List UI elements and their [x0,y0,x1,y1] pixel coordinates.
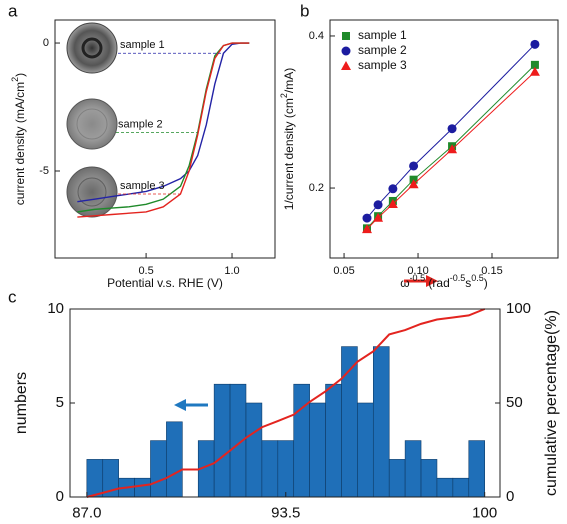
x-tick-label: 100 [472,504,497,521]
superscript: -0.5 [410,273,426,283]
x-tick-label: 0.15 [481,265,502,277]
marker [447,124,457,134]
x-tick-label: 0.05 [333,265,354,277]
bar [86,459,104,498]
y-tick-label: 0 [43,37,49,49]
marker [530,60,539,69]
y-tick-label: 10 [47,300,64,317]
marker [409,161,419,171]
superscript: -0.5 [450,273,466,283]
label-part: 1/current density (cm [282,98,296,210]
sample-photo [66,166,118,218]
y-tick-label: 0.2 [309,182,324,194]
legend-label: sample 3 [358,58,407,72]
x-tick-label: 0.5 [138,265,153,277]
marker [388,184,398,194]
bar [452,477,470,498]
marker [373,212,384,222]
label-part: /mA) [282,68,296,93]
legend-marker [341,61,351,70]
bar [166,421,183,498]
bar [388,459,406,498]
label-part: current density (mA/cm [13,82,27,205]
superscript: 0.5 [471,273,484,283]
x-axis-label: Potential v.s. RHE (V) [107,276,223,290]
bar [436,477,454,498]
annotation: sample 1 [120,39,165,51]
panel-label: a [8,1,18,20]
plot-frame [54,19,276,259]
bar [245,402,263,498]
sample-photo-detail [76,108,108,140]
annotation: sample 2 [118,119,163,131]
bar [293,383,310,498]
y2-tick-label: 100 [506,300,531,317]
label-part: ) [484,276,488,290]
marker [530,39,540,49]
bar [261,440,279,498]
x-tick-label: 1.0 [224,265,239,277]
x-tick-label: 93.5 [271,504,300,521]
y-axis-label: numbers [13,372,30,434]
bar [150,440,167,498]
marker [529,66,540,76]
legend-marker [341,46,351,56]
bar [420,459,438,498]
y2-tick-label: 0 [506,488,514,505]
y-tick-label: 0 [56,488,64,505]
annotation: sample 3 [120,180,165,192]
label-part: s [465,276,471,290]
marker [387,199,398,209]
left-arrow [174,399,208,411]
label-part: ) [13,73,27,77]
marker [447,144,458,154]
bar [309,402,326,498]
y-axis-label: 1/current density (cm2/mA) [279,68,296,210]
sample-photo [66,98,118,150]
superscript: 2 [10,77,20,82]
bar [213,383,231,498]
marker [408,179,419,189]
bar [134,477,151,498]
y-tick-label: 0.4 [309,30,324,42]
y2-tick-label: 50 [506,394,523,411]
plot-frame [329,19,559,259]
marker [362,213,372,223]
panel-label: c [8,287,17,306]
legend-marker [342,32,350,40]
y-axis-label: current density (mA/cm2) [10,73,27,205]
cumulative-line [86,308,486,498]
sample-photo [66,22,118,74]
marker [373,200,383,210]
y-tick-label: 5 [56,394,64,411]
label-part: ω [400,276,409,290]
superscript: 2 [279,93,289,98]
y-tick-label: -5 [39,165,49,177]
label-part: (rad [425,276,450,290]
bar [277,440,295,498]
x-tick-label: 0.10 [407,265,428,277]
legend-label: sample 2 [358,43,407,57]
panel-label: b [300,1,309,20]
sample-photo-detail [81,37,103,59]
bar [468,440,485,498]
y2-axis-label: cumulative percentage(%) [543,310,560,496]
x-tick-label: 87.0 [72,504,101,521]
bar [357,402,374,498]
sample-photo-detail [77,177,107,207]
bar [325,383,342,498]
curve [77,42,250,218]
right-arrow [404,275,438,287]
legend-label: sample 1 [358,28,407,42]
bar [372,346,390,498]
bar [404,440,422,498]
marker [361,224,372,234]
x-axis-label: ω-0.5 (rad-0.5s0.5) [400,273,488,290]
